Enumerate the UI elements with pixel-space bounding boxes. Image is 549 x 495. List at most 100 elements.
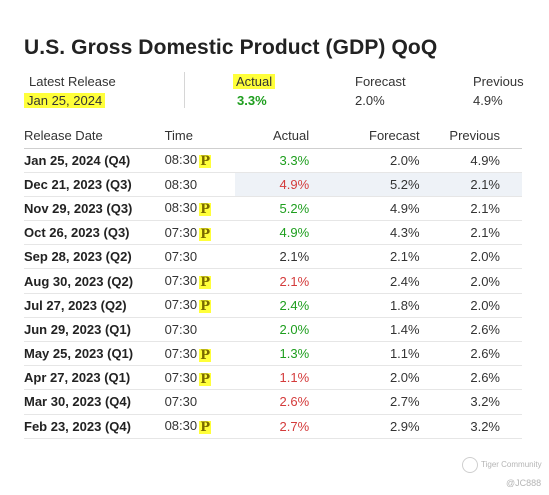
actual-cell: 2.6% [234,389,312,415]
forecast-cell: 2.0% [311,365,422,391]
release-date-cell: May 25, 2023 (Q1) [24,341,165,367]
time-cell: 07:30 P [164,341,235,367]
forecast-cell: 4.9% [311,196,422,222]
preliminary-marker-icon: P [199,202,212,218]
time-cell: 07:30 P [164,293,235,318]
preliminary-marker-icon: P [199,226,212,242]
time-cell: 08:30 P [164,196,235,222]
forecast-cell: 2.1% [311,244,422,270]
previous-cell: 2.6% [421,365,522,391]
release-date-cell: Dec 21, 2023 (Q3) [24,172,165,197]
release-date-cell: Apr 27, 2023 (Q1) [24,365,165,391]
latest-release-date: Jan 25, 2024 [24,93,106,108]
previous-cell: 2.0% [421,293,522,318]
time-cell: 07:30 [164,389,235,415]
table-row: Apr 27, 2023 (Q1) 07:30 P 1.1% 2.0% 2.6% [24,365,522,391]
time-value: 07:30 [164,369,198,385]
time-value: 07:30 [164,297,198,313]
table-row: Jul 27, 2023 (Q2) 07:30 P 2.4% 1.8% 2.0% [24,293,522,318]
release-date-cell: Sep 28, 2023 (Q2) [24,244,165,270]
time-value: 08:30 [164,176,198,192]
forecast-cell: 2.0% [311,148,422,173]
latest-release-summary: Latest Release Jan 25, 2024 Actual 3.3% … [24,72,524,114]
time-value: 08:30 [164,418,198,434]
actual-cell: 2.0% [234,317,312,343]
preliminary-marker-icon: P [199,154,212,170]
previous-cell: 4.9% [421,148,522,173]
actual-cell: 2.1% [234,244,312,270]
watermark-handle: @JC888 [506,478,542,488]
table-row: Jun 29, 2023 (Q1) 07:30 2.0% 1.4% 2.6% [24,317,522,343]
time-cell: 07:30 P [164,220,235,246]
summary-divider [184,72,185,108]
preliminary-marker-icon: P [199,347,212,363]
forecast-cell: 1.4% [311,317,422,343]
header-time: Time [164,124,235,149]
actual-cell: 2.1% [234,268,312,294]
actual-label: Actual [233,74,276,89]
table-body: Jan 25, 2024 (Q4) 08:30 P 3.3% 2.0% 4.9% Dec 2… [24,148,522,439]
tiger-logo-icon [462,457,478,473]
forecast-value: 2.0% [355,93,385,108]
time-value: 07:30 [164,249,198,265]
forecast-cell: 2.9% [311,414,422,439]
actual-cell: 2.4% [234,293,312,318]
previous-cell: 2.1% [421,196,522,222]
previous-value: 4.9% [473,93,503,108]
time-cell: 07:30 P [164,268,235,294]
time-value: 07:30 [164,273,198,289]
watermark-brand: Tiger Community [481,460,542,470]
latest-release-label: Latest Release [29,74,116,89]
header-forecast: Forecast [311,124,422,149]
previous-cell: 2.6% [421,341,522,367]
time-cell: 08:30 P [164,414,235,439]
forecast-cell: 2.7% [311,389,422,415]
time-value: 07:30 [164,394,198,410]
forecast-label: Forecast [355,74,406,89]
time-value: 07:30 [164,224,198,240]
release-date-cell: Jun 29, 2023 (Q1) [24,317,165,343]
forecast-cell: 1.1% [311,341,422,367]
forecast-cell: 4.3% [311,220,422,246]
actual-cell: 4.9% [234,220,312,246]
header-previous: Previous [421,124,522,149]
actual-value: 3.3% [237,93,267,108]
preliminary-marker-icon: P [199,275,212,291]
header-release-date: Release Date [24,124,165,149]
actual-cell: 5.2% [234,196,312,222]
time-cell: 07:30 [164,317,235,343]
release-date-cell: Feb 23, 2023 (Q4) [24,414,165,439]
actual-cell: 1.1% [234,365,312,391]
previous-cell: 3.2% [421,414,522,439]
table-header-row: Release Date Time Actual Forecast Previo… [24,124,522,149]
time-value: 08:30 [164,200,198,216]
table-row: Jan 25, 2024 (Q4) 08:30 P 3.3% 2.0% 4.9% [24,148,522,173]
release-date-cell: Jan 25, 2024 (Q4) [24,148,165,173]
release-date-cell: Aug 30, 2023 (Q2) [24,268,165,294]
actual-cell: 2.7% [234,414,312,439]
preliminary-marker-icon: P [199,299,212,315]
forecast-cell: 2.4% [311,268,422,294]
watermark: Tiger Community [462,457,542,473]
table-row: May 25, 2023 (Q1) 07:30 P 1.3% 1.1% 2.6% [24,341,522,367]
table-row: Feb 23, 2023 (Q4) 08:30 P 2.7% 2.9% 3.2% [24,414,522,439]
actual-cell: 4.9% [234,172,312,197]
time-value: 07:30 [164,321,198,337]
page-title: U.S. Gross Domestic Product (GDP) QoQ [24,36,438,59]
table-row: Sep 28, 2023 (Q2) 07:30 2.1% 2.1% 2.0% [24,244,522,270]
table-row: Oct 26, 2023 (Q3) 07:30 P 4.9% 4.3% 2.1% [24,220,522,246]
header-actual: Actual [234,124,312,149]
release-date-cell: Mar 30, 2023 (Q4) [24,389,165,415]
previous-cell: 2.6% [421,317,522,343]
forecast-cell: 1.8% [311,293,422,318]
time-cell: 08:30 P [164,148,235,173]
release-date-cell: Nov 29, 2023 (Q3) [24,196,165,222]
table-row: Dec 21, 2023 (Q3) 08:30 4.9% 5.2% 2.1% [24,172,522,197]
previous-cell: 2.0% [421,244,522,270]
previous-cell: 2.1% [421,172,522,197]
actual-cell: 3.3% [234,148,312,173]
preliminary-marker-icon: P [199,371,212,387]
previous-cell: 2.0% [421,268,522,294]
release-date-cell: Jul 27, 2023 (Q2) [24,293,165,318]
forecast-cell: 5.2% [311,172,422,197]
